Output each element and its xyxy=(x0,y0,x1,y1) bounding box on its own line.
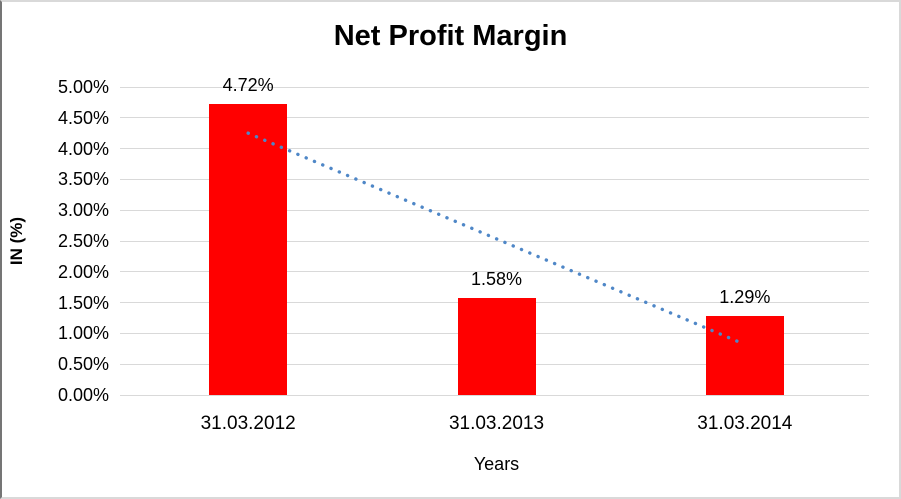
gridline xyxy=(120,117,869,119)
y-tick-label: 3.00% xyxy=(57,200,109,221)
x-tick-label: 31.03.2013 xyxy=(448,413,545,434)
x-axis-title: Years xyxy=(473,454,520,474)
bar xyxy=(457,297,536,395)
y-tick-label: 0.50% xyxy=(57,354,109,375)
y-tick-label: 2.50% xyxy=(57,231,109,251)
y-tick-label: 3.50% xyxy=(57,169,109,190)
x-tick-label: 31.03.2012 xyxy=(200,413,296,434)
y-tick-label: 5.00% xyxy=(57,77,109,97)
bar-data-label: 4.72% xyxy=(222,75,274,96)
y-tick-label: 1.50% xyxy=(57,292,109,313)
bar-data-label: 1.29% xyxy=(719,286,771,307)
bar-data-label: 1.58% xyxy=(470,268,523,289)
y-tick-label: 0.00% xyxy=(57,385,109,405)
y-tick-label: 4.50% xyxy=(57,107,109,128)
chart-title: Net Profit Margin xyxy=(333,20,568,52)
bar xyxy=(209,104,288,395)
x-tick-label: 31.03.2014 xyxy=(697,413,793,434)
gridline xyxy=(120,86,869,88)
bar xyxy=(705,315,784,395)
y-tick-label: 4.00% xyxy=(57,138,109,159)
y-axis-title: IN (%) xyxy=(7,216,26,266)
gridline xyxy=(120,394,869,396)
y-tick-label: 2.00% xyxy=(57,261,109,282)
y-tick-label: 1.00% xyxy=(57,323,109,344)
